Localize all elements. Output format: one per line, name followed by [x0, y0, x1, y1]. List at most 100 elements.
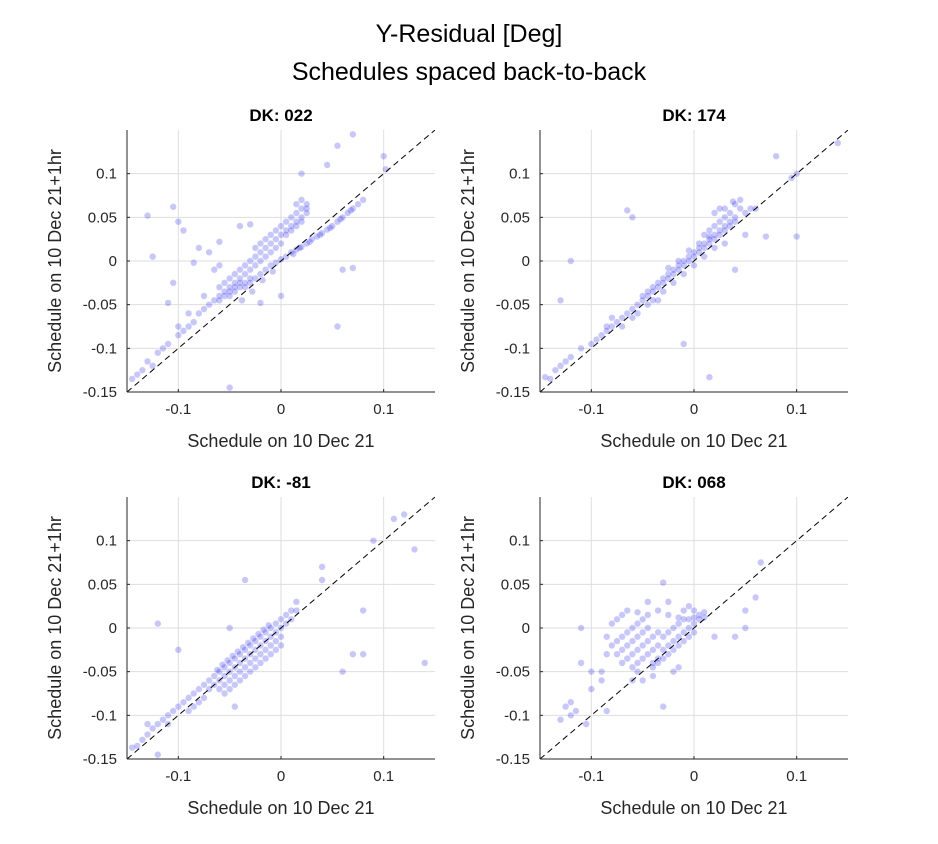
scatter-point [195, 310, 203, 317]
scatter-point [170, 279, 177, 287]
scatter-point [257, 270, 264, 278]
scatter-point [255, 630, 262, 638]
scatter-point [634, 609, 641, 616]
scatter-point [742, 624, 749, 632]
scatter-point [675, 266, 682, 273]
scatter-point [303, 209, 310, 217]
scatter-point [690, 607, 698, 614]
subplot-title: DK: 068 [662, 473, 725, 492]
scatter-point [701, 231, 708, 238]
scatter-point [272, 227, 280, 234]
scatter-point [226, 288, 233, 295]
scatter-point [711, 244, 718, 252]
scatter-point [603, 707, 610, 715]
scatter-point [680, 270, 687, 278]
scatter-point [634, 633, 641, 640]
scatter-point [644, 651, 651, 658]
scatter-point [649, 672, 657, 680]
scatter-point [170, 707, 177, 715]
scatter-point [588, 340, 595, 348]
y-tick-label: -0.15 [83, 384, 117, 401]
scatter-point [190, 703, 197, 710]
scatter-point [260, 626, 267, 633]
y-tick-label: 0.1 [96, 166, 117, 183]
scatter-point [685, 257, 693, 265]
scatter-point [175, 646, 182, 654]
scatter-point [205, 249, 213, 256]
scatter-point [231, 703, 238, 710]
scatter-point [216, 284, 223, 291]
scatter-point [675, 642, 682, 649]
scatter-point [236, 222, 244, 230]
scatter-point [354, 201, 362, 208]
scatter-point [247, 221, 254, 228]
scatter-point [772, 153, 780, 160]
scatter-point [665, 651, 672, 658]
scatter-point [175, 218, 182, 225]
scatter-point [649, 288, 657, 295]
scatter-point [629, 314, 636, 321]
scatter-point [128, 744, 136, 751]
reference-line [127, 497, 435, 759]
scatter-point [359, 196, 367, 204]
scatter-point [247, 257, 254, 265]
scatter-point [680, 257, 687, 265]
scatter-point [316, 231, 324, 238]
scatter-point [282, 611, 290, 619]
scatter-point [257, 633, 264, 640]
scatter-point [195, 685, 203, 693]
scatter-point [603, 633, 610, 640]
scatter-point [670, 624, 677, 632]
scatter-point [200, 292, 208, 300]
scatter-point [327, 224, 334, 232]
scatter-point [216, 685, 223, 693]
scatter-point [660, 703, 667, 710]
scatter-point [175, 703, 182, 710]
scatter-point [695, 240, 703, 247]
scatter-point [654, 284, 662, 291]
scatter-point [324, 161, 331, 169]
scatter-point [731, 214, 739, 221]
scatter-point [144, 212, 151, 219]
scatter-point [731, 266, 739, 273]
scatter-point [603, 323, 610, 330]
scatter-point [716, 227, 723, 234]
reference-line [540, 130, 848, 392]
scatter-point [721, 227, 728, 234]
scatter-point [639, 616, 646, 623]
scatter-point [618, 611, 626, 619]
scatter-point [154, 751, 161, 758]
scatter-point [144, 358, 151, 365]
scatter-point [252, 253, 259, 260]
scatter-point [247, 668, 254, 675]
scatter-point [252, 275, 259, 282]
scatter-point [293, 607, 300, 614]
scatter-point [277, 616, 285, 623]
scatter-point [236, 279, 244, 287]
scatter-point [200, 681, 208, 688]
scatter-point [721, 214, 728, 221]
scatter-point [247, 642, 254, 649]
scatter-point [234, 648, 242, 655]
scatter-point [649, 297, 657, 304]
scatter-point [731, 201, 739, 208]
scatter-point [577, 659, 585, 667]
scatter-point [334, 218, 341, 225]
scatter-point [747, 205, 754, 212]
scatter-point [649, 646, 657, 654]
scatter-point [685, 602, 693, 610]
scatter-point [149, 253, 156, 260]
scatter-point [726, 222, 734, 230]
scatter-point [334, 323, 341, 330]
scatter-point [690, 253, 698, 260]
scatter-point [593, 336, 600, 343]
scatter-point [149, 362, 156, 369]
scatter-point [308, 235, 315, 243]
scatter-point [241, 664, 249, 671]
scatter-point [660, 579, 667, 586]
scatter-point [629, 305, 636, 313]
scatter-point [190, 690, 197, 697]
scatter-point [216, 668, 223, 675]
y-tick-label: -0.1 [91, 707, 117, 724]
scatter-point [624, 629, 631, 636]
